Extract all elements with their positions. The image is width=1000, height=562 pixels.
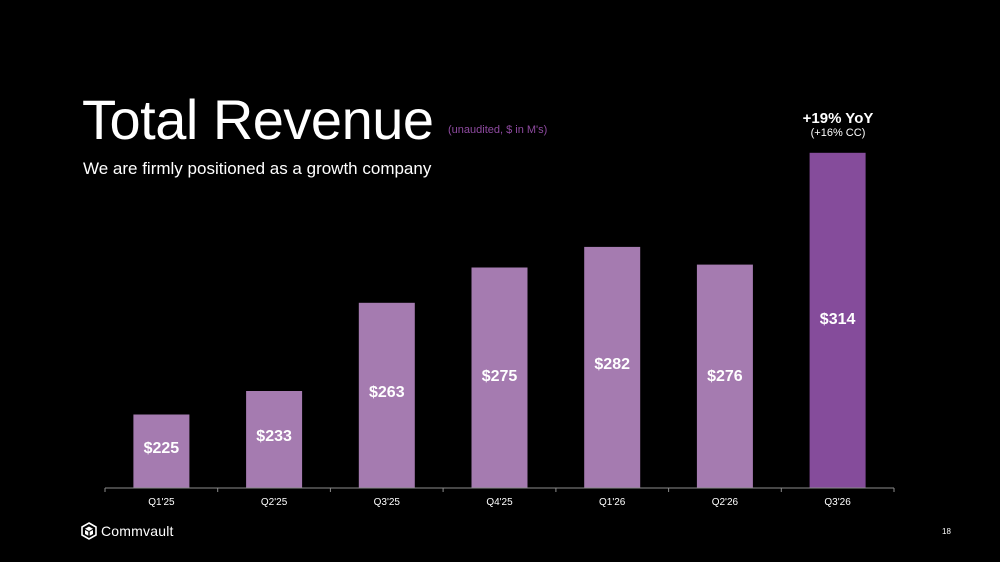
x-axis: Q1'25 Q2'25 Q3'25 Q4'25 Q1'26 Q2'26 Q3'26 [104,487,895,508]
x-tick-label: Q2'25 [261,497,288,508]
bar-value-label: $225 [144,440,180,457]
x-tick-label: Q2'26 [712,497,739,508]
company-logo: Commvault [81,522,174,540]
slide-title: Total Revenue [82,88,434,151]
bar-value-label: $263 [369,384,405,401]
bars-group: $225 $233 $263 $275 $282 $276 $314 [133,152,866,489]
commvault-cube-icon [81,522,97,540]
bar-value-label: $275 [482,368,518,385]
title-note: (unaudited, $ in M's) [448,124,548,136]
bar-Q3'26 [809,152,866,489]
x-tick-label: Q1'26 [599,497,626,508]
bar-value-label: $276 [707,368,743,385]
yoy-growth-callout: +19% YoY [802,110,874,127]
logo-text: Commvault [101,523,174,539]
bar-Q4'25 [471,267,528,488]
slide-subtitle: We are firmly positioned as a growth com… [83,159,432,178]
bar-value-label: $233 [256,428,292,445]
x-tick-label: Q3'26 [824,497,851,508]
bar-value-label: $314 [820,311,856,328]
x-tick-label: Q4'25 [486,497,513,508]
bar-Q1'25 [133,414,190,488]
constant-currency-callout: (+16% CC) [810,127,866,139]
x-tick-label: Q1'25 [148,497,175,508]
bar-Q2'26 [696,264,753,488]
bar-value-label: $282 [594,356,630,373]
bar-Q2'25 [246,391,303,488]
bar-Q1'26 [584,246,641,488]
x-tick-label: Q3'25 [374,497,401,508]
page-number: 18 [942,527,951,536]
bar-Q3'25 [358,302,415,488]
